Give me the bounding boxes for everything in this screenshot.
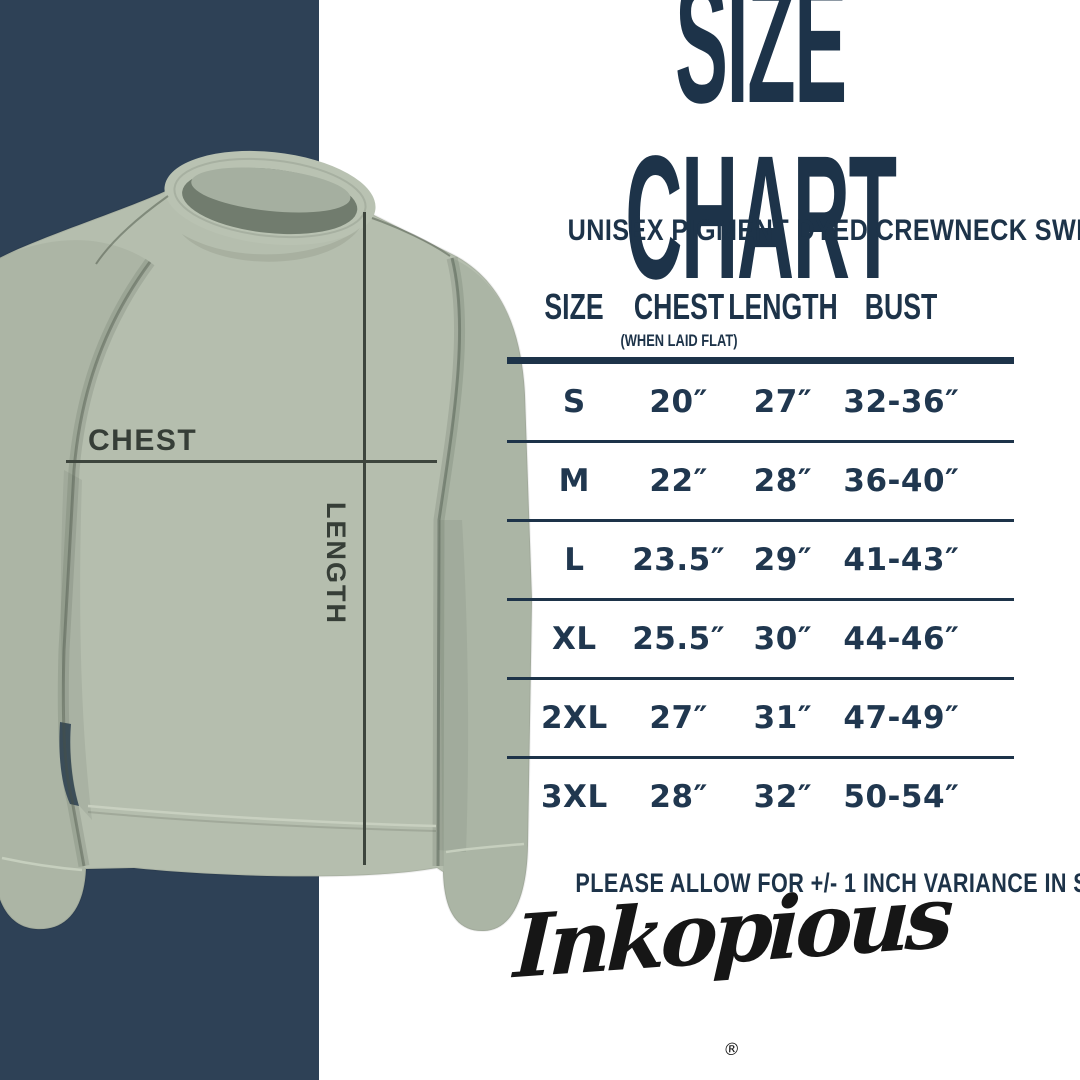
column-header-size: SIZE [544,286,604,327]
cell-length: 28″ [753,463,813,499]
cell-chest: 22″ [649,463,708,499]
cell-size: 2XL [540,700,608,736]
cell-chest: 20″ [649,384,708,420]
cell-length: 27″ [753,384,813,420]
table-row: L 23.5″ 29″ 41-43″ [507,519,1014,598]
registered-trademark-icon: ® [722,1039,736,1061]
page-title-wrap: SIZE CHART [507,0,1014,306]
chest-note: (WHEN LAID FLAT) [620,331,738,350]
cell-bust: 36-40″ [843,463,960,499]
sweatshirt-illustration [0,150,534,933]
cell-chest: 27″ [649,700,708,736]
size-table-body: S 20″ 27″ 32-36″ M 22″ 28″ 36-40″ L 23.5… [507,357,1014,835]
info-panel: SIZE CHART UNISEX PIGMENT DYED CREWNECK … [507,0,1080,1080]
size-table-header: SIZE CHEST LENGTH BUST (WHEN LAID FLAT) [507,272,1014,357]
cell-bust: 47-49″ [843,700,960,736]
cell-bust: 50-54″ [843,779,960,815]
variance-footnote-wrap: PLEASE ALLOW FOR +/- 1 INCH VARIANCE IN … [507,868,1080,899]
cell-size: XL [552,621,597,657]
brand-logo: Inkopious® [507,866,952,1060]
cell-length: 29″ [753,542,813,578]
table-row: 2XL 27″ 31″ 47-49″ [507,677,1014,756]
table-row: XL 25.5″ 30″ 44-46″ [507,598,1014,677]
cell-chest: 25.5″ [632,621,726,657]
cell-bust: 41-43″ [843,542,960,578]
cell-length: 32″ [753,779,813,815]
cell-length: 31″ [753,700,813,736]
table-row: S 20″ 27″ 32-36″ [507,364,1014,440]
column-header-length: LENGTH [728,286,838,327]
column-header-chest: CHEST [633,286,724,327]
cell-bust: 44-46″ [843,621,960,657]
collar [164,150,376,246]
cell-bust: 32-36″ [843,384,960,420]
product-photo: CHEST LENGTH [0,150,534,933]
cell-chest: 28″ [649,779,708,815]
product-subtitle: UNISEX PIGMENT DYED CREWNECK SWEATSHIRT [567,214,1080,247]
cell-size: S [562,384,586,420]
length-measure-line [363,212,366,865]
cell-chest: 23.5″ [632,542,726,578]
table-row: M 22″ 28″ 36-40″ [507,440,1014,519]
product-subtitle-wrap: UNISEX PIGMENT DYED CREWNECK SWEATSHIRT [507,214,1080,248]
cell-size: L [564,542,585,578]
length-measure-label: LENGTH [321,502,351,625]
page-title: SIZE CHART [625,0,897,316]
cell-size: 3XL [540,779,608,815]
column-header-bust: BUST [865,286,938,327]
cell-size: M [558,463,591,499]
chest-measure-label: CHEST [88,424,198,457]
cell-length: 30″ [753,621,813,657]
variance-footnote: PLEASE ALLOW FOR +/- 1 INCH VARIANCE IN … [575,868,1080,898]
table-row: 3XL 28″ 32″ 50-54″ [507,756,1014,835]
chest-measure-line [66,460,437,463]
